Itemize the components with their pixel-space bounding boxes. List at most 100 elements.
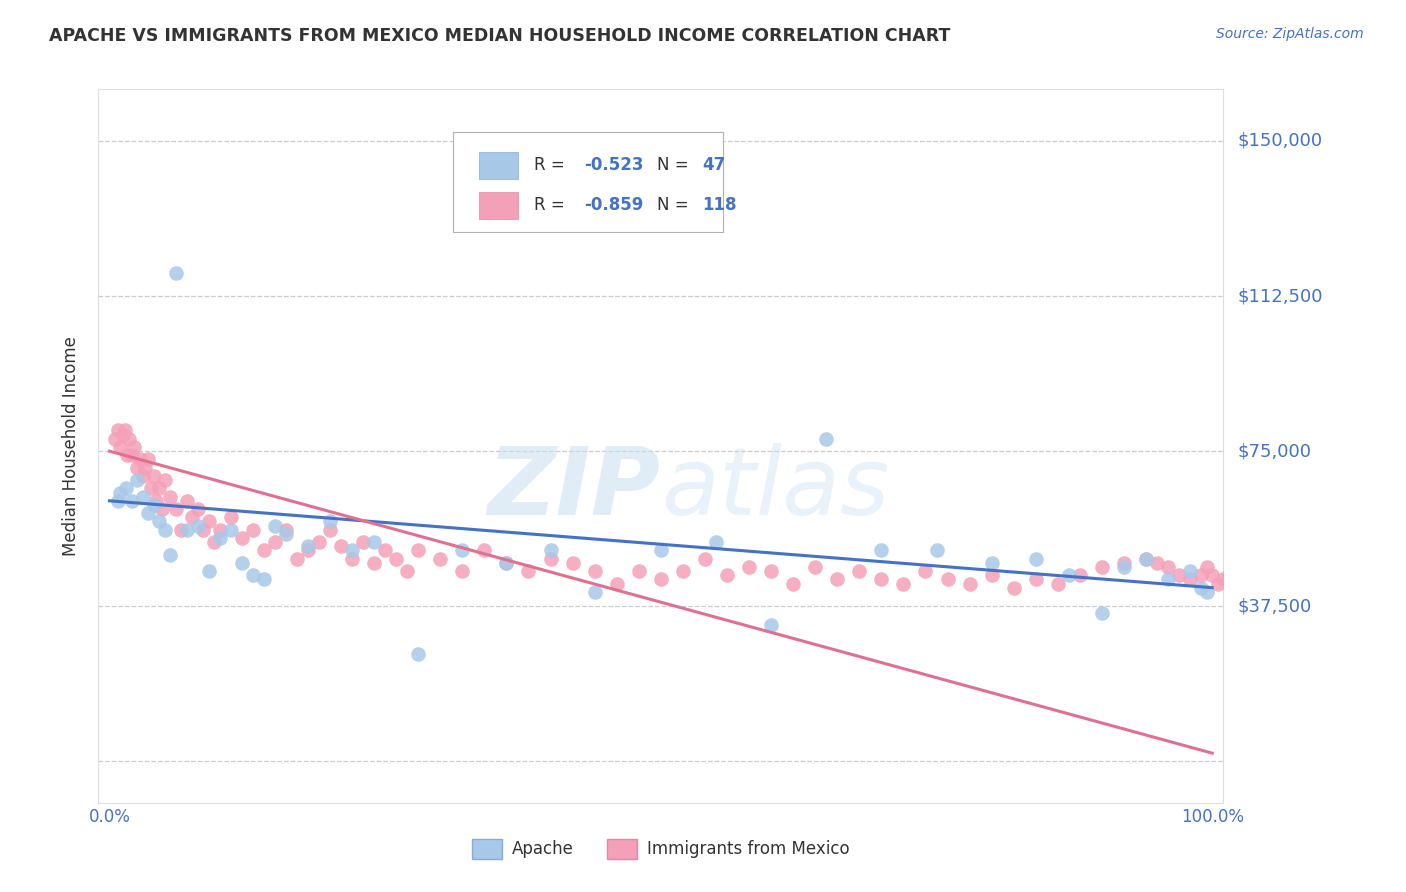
Point [121,448,143,462]
FancyBboxPatch shape [478,192,517,219]
Point [274,523,297,537]
Point [1206,576,1229,591]
Point [308,535,330,549]
Text: $112,500: $112,500 [1237,287,1323,305]
Point [125,473,148,487]
Point [1112,556,1135,570]
Point [374,543,396,558]
Point [114,424,136,438]
Point [1195,560,1218,574]
Point [136,452,159,467]
Point [121,493,143,508]
Point [219,510,242,524]
Point [495,556,517,570]
Point [187,518,209,533]
Point [1333,622,1355,636]
Text: atlas: atlas [661,443,889,534]
Point [153,523,176,537]
Point [150,502,173,516]
Point [1201,568,1223,582]
Point [1189,568,1212,582]
Point [1112,560,1135,574]
Point [219,523,242,537]
Text: $75,000: $75,000 [1237,442,1312,460]
FancyBboxPatch shape [453,132,723,232]
Point [451,543,474,558]
Point [1399,667,1406,681]
Point [1256,576,1278,591]
Text: R =: R = [534,156,569,174]
Point [650,573,672,587]
Point [540,551,562,566]
Point [141,482,163,496]
Point [1234,581,1257,595]
Point [118,432,141,446]
Point [231,531,253,545]
Point [115,448,138,462]
Point [159,490,181,504]
Point [1378,647,1400,661]
Point [165,266,187,280]
Point [319,523,342,537]
Point [285,551,308,566]
Point [782,576,804,591]
Point [142,469,165,483]
Point [176,493,198,508]
Point [1212,573,1234,587]
Point [1388,659,1406,673]
Point [495,556,517,570]
Point [1312,639,1334,653]
Point [1178,564,1201,578]
Text: R =: R = [534,196,569,214]
Point [176,523,198,537]
Point [583,564,606,578]
Point [848,564,870,578]
Point [1002,581,1025,595]
Point [959,576,981,591]
Point [340,543,363,558]
Point [111,427,134,442]
Point [263,518,285,533]
Point [131,469,153,483]
Point [134,460,156,475]
Text: ZIP: ZIP [488,442,661,535]
Point [1355,626,1378,640]
Point [672,564,695,578]
Point [925,543,948,558]
Point [1091,606,1114,620]
Point [914,564,936,578]
Point [197,564,219,578]
Point [693,551,716,566]
Point [253,573,276,587]
Point [1195,584,1218,599]
Point [1157,560,1180,574]
Point [870,543,893,558]
Point [650,543,672,558]
Point [627,564,650,578]
Legend: Apache, Immigrants from Mexico: Apache, Immigrants from Mexico [465,832,856,866]
Point [231,556,253,570]
Point [1178,573,1201,587]
Point [129,452,152,467]
Point [115,482,138,496]
Point [759,564,782,578]
Point [263,535,285,549]
Point [208,531,231,545]
Point [980,568,1002,582]
Point [1223,573,1246,587]
Point [202,535,225,549]
Point [1057,568,1080,582]
Point [804,560,827,574]
Point [363,556,385,570]
Point [1289,614,1312,628]
Point [153,473,176,487]
Point [193,523,215,537]
Point [107,424,129,438]
Point [540,543,562,558]
Point [517,564,540,578]
Point [1025,551,1047,566]
Point [980,556,1002,570]
Point [451,564,474,578]
Point [330,539,353,553]
Point [274,527,297,541]
